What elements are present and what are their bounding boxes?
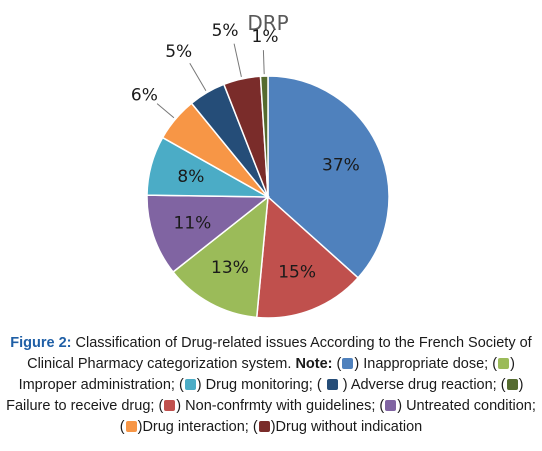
pie-slice-9 [259, 75, 269, 198]
caption-item-open-5: ( [500, 377, 506, 393]
leader-line-8 [233, 43, 242, 78]
caption-item-text-3: ) Drug monitoring; [196, 377, 317, 393]
slice-label-4: 11% [174, 214, 212, 234]
caption-item-open-9: ( [252, 419, 258, 435]
legend-swatch-8 [125, 421, 137, 432]
slice-label-6: 6% [131, 86, 158, 106]
legend-swatch-1 [342, 358, 354, 369]
slice-label-2: 15% [278, 262, 316, 282]
figure-caption: Figure 2: Classification of Drug-related… [6, 333, 536, 438]
caption-item-text-1: ) Inappropriate dose; [354, 356, 493, 372]
caption-item-open-3: ( [178, 377, 184, 393]
caption-item-open-1: ( [332, 356, 342, 372]
caption-item-text-7: ) Untreated condition; [397, 398, 536, 414]
slice-label-7: 5% [165, 42, 192, 62]
pie-slices [146, 75, 390, 319]
caption-item-open-8: ( [119, 419, 125, 435]
caption-item-open-2: ( [492, 356, 498, 372]
pie-slice-3 [172, 195, 269, 319]
legend-swatch-9 [258, 421, 270, 432]
leader-line-6 [156, 103, 175, 119]
caption-item-open-7: ( [379, 398, 385, 414]
caption-item-text-9: )Drug without indication [270, 419, 423, 435]
chart-title: DRP [247, 11, 288, 35]
caption-text: Classification of Drug-related issues Ac… [27, 335, 532, 372]
legend-swatch-7 [385, 400, 397, 411]
slice-labels: 37% 15% 13% 11% 8% 6% 5% 5% 1% [131, 21, 360, 282]
caption-item-open-4: ( [316, 377, 326, 393]
leader-line-7 [189, 62, 207, 92]
slice-label-3: 13% [211, 258, 249, 278]
slice-label-5: 8% [177, 167, 204, 187]
pie-slice-1 [267, 75, 390, 279]
caption-legend-items: () Inappropriate dose; () Improper admin… [6, 356, 536, 435]
caption-item-open-6: ( [158, 398, 164, 414]
slice-label-1: 37% [322, 155, 360, 175]
slice-label-9: 1% [252, 27, 279, 47]
caption-item-text-8: )Drug interaction; [137, 419, 253, 435]
legend-swatch-3 [184, 379, 196, 390]
caption-item-text-5: ) Failure to receive drug; [6, 377, 524, 414]
figure-label: Figure 2: [10, 335, 72, 351]
pie-slice-4 [146, 194, 271, 274]
note-label: Note: [295, 356, 333, 372]
slice-label-8: 5% [212, 21, 239, 41]
legend-swatch-5 [506, 379, 518, 390]
caption-item-text-2: ) Improper administration; [18, 356, 515, 393]
legend-swatch-6 [164, 400, 176, 411]
legend-swatch-4 [326, 379, 338, 390]
pie-slice-2 [255, 195, 360, 319]
caption-item-text-4: ) Adverse drug reaction; [338, 377, 501, 393]
leader-line-9 [262, 50, 265, 75]
pie-chart: DRP 37% 15% 13% 11% 8% 6% 5% 5% 1% [131, 11, 390, 319]
legend-swatch-2 [498, 358, 510, 369]
caption-item-text-6: ) Non-confrmty with guidelines; [176, 398, 380, 414]
